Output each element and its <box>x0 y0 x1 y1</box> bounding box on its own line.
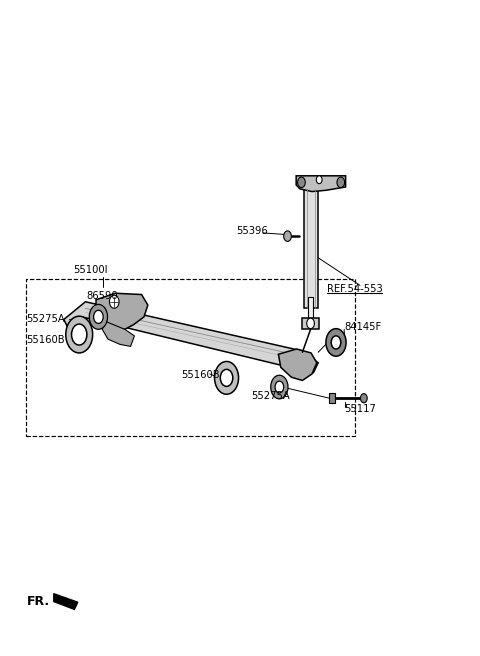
Circle shape <box>271 375 288 399</box>
Circle shape <box>331 336 341 349</box>
Circle shape <box>109 295 119 308</box>
Circle shape <box>298 177 305 188</box>
Text: 55396: 55396 <box>237 226 268 236</box>
Circle shape <box>284 231 291 241</box>
Polygon shape <box>64 302 318 373</box>
Polygon shape <box>278 349 317 380</box>
Bar <box>304 189 318 308</box>
Bar <box>302 318 319 329</box>
Text: 55100I: 55100I <box>73 264 108 275</box>
Polygon shape <box>102 321 134 346</box>
Circle shape <box>72 324 87 345</box>
Circle shape <box>220 369 233 386</box>
Text: FR.: FR. <box>26 595 49 608</box>
Circle shape <box>337 177 345 188</box>
Text: 55275A: 55275A <box>26 314 65 324</box>
Circle shape <box>316 176 322 184</box>
Circle shape <box>360 394 367 403</box>
Polygon shape <box>96 293 148 329</box>
Circle shape <box>66 316 93 353</box>
Bar <box>26 279 355 436</box>
Circle shape <box>94 310 103 323</box>
Polygon shape <box>296 176 346 192</box>
Text: 55117: 55117 <box>344 403 376 414</box>
Bar <box>308 297 313 323</box>
Text: 84145F: 84145F <box>344 322 382 333</box>
Circle shape <box>275 381 284 393</box>
Text: 86590: 86590 <box>86 291 118 301</box>
Polygon shape <box>54 594 78 609</box>
Text: 55160B: 55160B <box>26 335 65 346</box>
Bar <box>329 393 335 403</box>
Circle shape <box>89 304 108 329</box>
Circle shape <box>215 361 239 394</box>
Circle shape <box>307 318 314 329</box>
Text: 55275A: 55275A <box>251 390 290 401</box>
Text: 55160B: 55160B <box>181 370 219 380</box>
Circle shape <box>326 329 346 356</box>
Text: REF.54-553: REF.54-553 <box>327 283 383 294</box>
